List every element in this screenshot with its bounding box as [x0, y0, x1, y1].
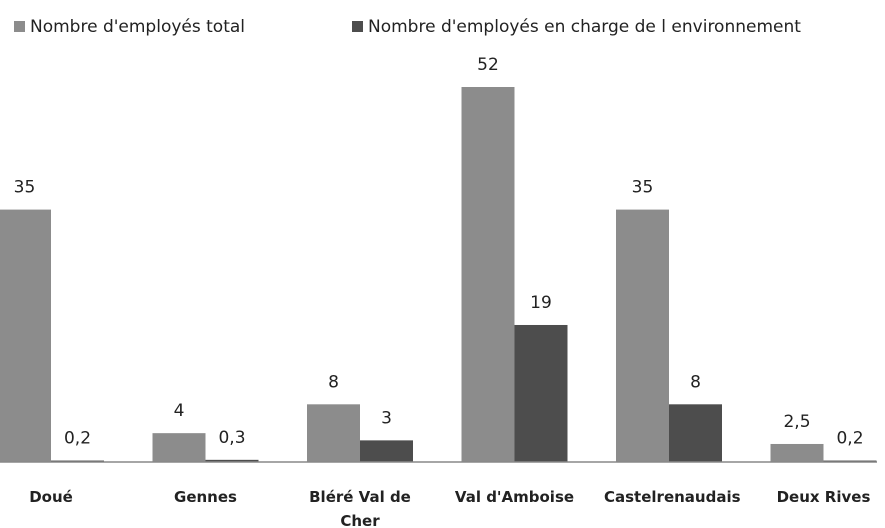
- bar: [307, 404, 360, 462]
- bar: [770, 443, 824, 462]
- data-label: 8: [690, 372, 701, 392]
- data-label: 0,2: [64, 429, 91, 449]
- bar: [669, 404, 722, 462]
- x-tick-label: Castelrenaudais: [604, 488, 741, 506]
- legend-label: Nombre d'employés en charge de l environ…: [368, 17, 801, 37]
- data-label: 2,5: [783, 412, 810, 432]
- legend-swatch: [352, 21, 363, 32]
- data-label: 52: [477, 55, 499, 75]
- bar: [514, 324, 568, 462]
- x-tick-label: Deux Rives: [776, 488, 871, 506]
- data-label: 3: [381, 408, 392, 428]
- bar: [0, 209, 51, 462]
- data-label: 8: [328, 372, 339, 392]
- x-tick-label: Doué: [29, 488, 73, 506]
- bar: [152, 433, 206, 462]
- data-label: 35: [632, 178, 654, 198]
- bar: [461, 87, 515, 462]
- x-tick-label: Gennes: [174, 488, 237, 506]
- bar: [360, 440, 413, 462]
- x-tick-label: Val d'Amboise: [454, 488, 575, 506]
- data-label: 4: [174, 401, 185, 421]
- data-label: 35: [14, 178, 36, 198]
- data-label: 0,2: [836, 429, 863, 449]
- x-tick-label: Bléré Val de Cher: [309, 488, 411, 528]
- bar: [616, 209, 669, 462]
- legend-swatch: [14, 21, 25, 32]
- bar: [205, 459, 259, 462]
- legend-label: Nombre d'employés total: [30, 17, 245, 37]
- data-label: 0,3: [218, 428, 245, 448]
- data-label: 19: [530, 293, 552, 313]
